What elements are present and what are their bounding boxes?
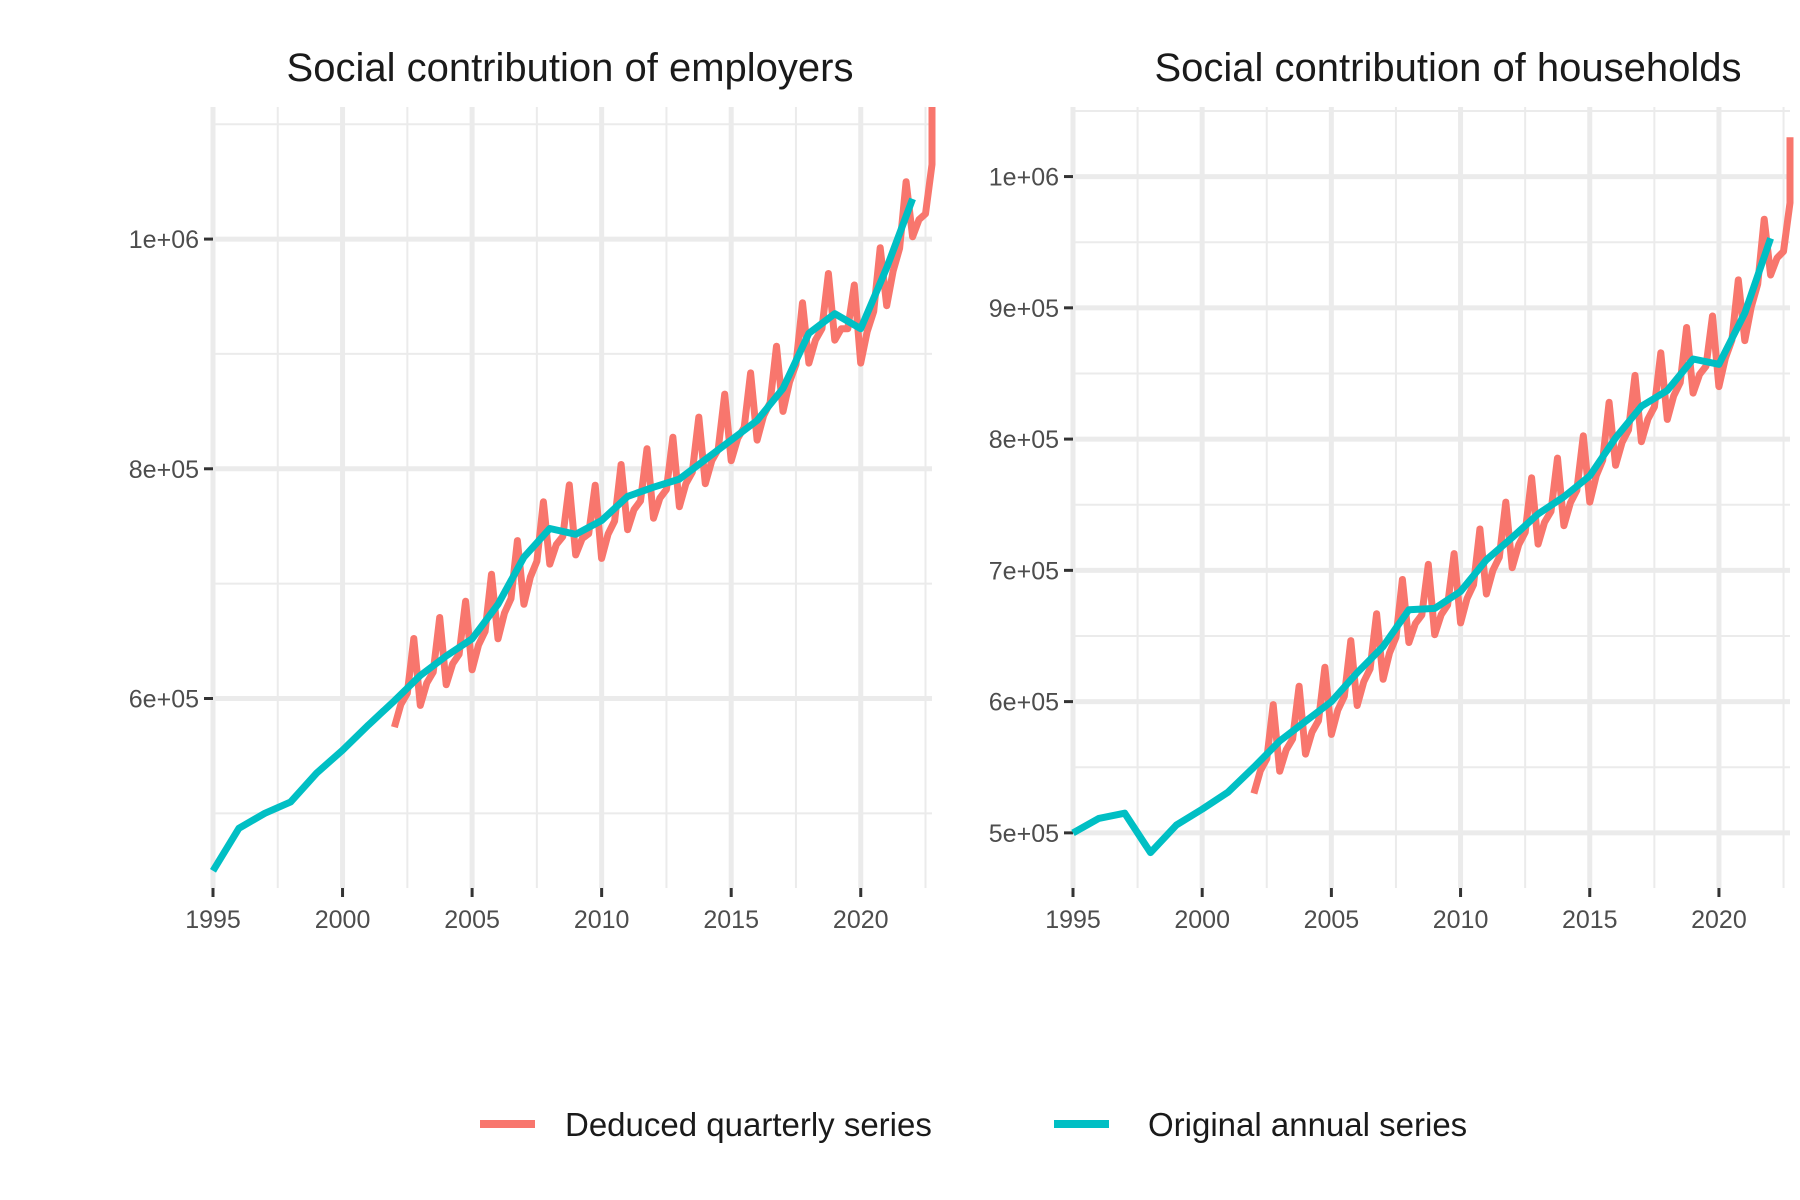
panel-employers: 1995 2000 2005 2010 2015 20206e+058e+051e+06 … [129,46,936,934]
x-tick-label: 2000 [1174,906,1230,934]
grid: 1995 2000 2005 2010 2015 2020 5e+05 6e+05 7e+05 8… [989,107,1790,934]
x-tick-label: 2005 [1304,906,1360,934]
y-tick-label: 5e+05 [989,820,1059,848]
legend-label-original: Original annual series [1148,1106,1467,1143]
panel-title: Social contribution of households [1154,46,1741,90]
x-tick-label: 2015 [703,906,759,934]
series-group [210,107,936,873]
legend: Deduced quarterly series Original annual… [480,1106,1467,1143]
series-line-original-annual [1071,237,1774,857]
series-line-deduced-quarterly [1250,137,1794,795]
x-tick-label: 2000 [315,906,371,934]
x-tick-label: 1995 [1045,906,1101,934]
y-tick-label: 7e+05 [989,557,1059,585]
panel-title: Social contribution of employers [287,46,854,90]
x-tick-label: 1995 [185,906,241,934]
x-tick-label: 2020 [1691,906,1747,934]
series-group [1071,137,1794,857]
y-tick-label: 1e+06 [129,226,199,254]
series-line-original-annual [210,197,916,873]
x-tick-label: 2020 [833,906,889,934]
y-tick-label: 8e+05 [129,456,199,484]
y-tick-label: 8e+05 [989,426,1059,454]
legend-label-deduced: Deduced quarterly series [565,1106,932,1143]
x-tick-label: 2005 [444,906,500,934]
x-tick-label: 2010 [1433,906,1489,934]
grid: 1995 2000 2005 2010 2015 2020 6e+05 8e+05 1e+06 [129,107,932,934]
x-tick-label: 2010 [574,906,630,934]
y-tick-label: 1e+06 [989,164,1059,192]
x-tick-label: 2015 [1562,906,1618,934]
y-tick-label: 9e+05 [989,295,1059,323]
y-tick-label: 6e+05 [129,685,199,713]
series-line-deduced-quarterly [391,107,936,729]
panel-households: 1995 2000 2005 2010 2015 2020 5e+05 6e+05 7e+05 8… [989,46,1794,934]
y-tick-label: 6e+05 [989,689,1059,717]
